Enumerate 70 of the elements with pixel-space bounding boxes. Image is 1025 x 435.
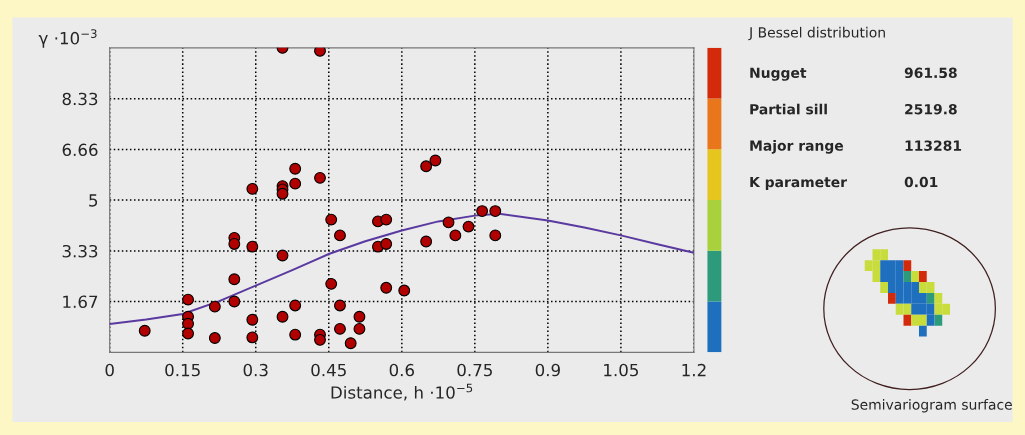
point xyxy=(380,281,393,294)
point xyxy=(380,238,393,250)
point xyxy=(334,299,346,312)
point xyxy=(344,337,357,350)
point xyxy=(208,300,221,313)
y-tick-label: 8.33 xyxy=(62,92,98,106)
point xyxy=(462,220,475,233)
x-tick-label: 1.2 xyxy=(682,363,706,377)
text: Partial sill xyxy=(750,103,827,115)
point xyxy=(314,333,326,346)
x-tick-label: 1.05 xyxy=(604,363,638,377)
point xyxy=(228,295,241,308)
x-tick-label: 0 xyxy=(105,363,114,377)
point xyxy=(246,182,259,195)
x-tick-label: 0.75 xyxy=(457,363,492,377)
text: K parameter xyxy=(750,176,847,190)
point xyxy=(489,205,502,217)
point xyxy=(380,213,393,226)
point xyxy=(182,293,194,306)
point xyxy=(325,213,338,226)
text: Nugget xyxy=(750,67,807,81)
point xyxy=(449,229,462,242)
point xyxy=(334,229,346,242)
point xyxy=(246,313,259,326)
point xyxy=(276,249,289,262)
x-tick-label: 0.3 xyxy=(243,363,268,377)
point xyxy=(246,240,259,253)
y-tick-label: 6.66 xyxy=(62,143,98,157)
point xyxy=(429,154,442,167)
text: 0.01 xyxy=(904,176,938,188)
point xyxy=(398,284,411,297)
text: 113281 xyxy=(905,140,962,151)
point xyxy=(289,162,302,175)
point xyxy=(246,331,259,344)
point xyxy=(228,273,241,286)
x-tick-label: 0.9 xyxy=(535,363,560,377)
point xyxy=(289,299,302,312)
point xyxy=(182,317,194,330)
x-axis-title: Distance, h ·10$^{−5}$ xyxy=(331,383,473,401)
point xyxy=(420,160,433,173)
point xyxy=(442,216,455,229)
text: Semivariogram surface xyxy=(851,399,1012,413)
point xyxy=(138,324,151,337)
y-tick-label: 1.67 xyxy=(63,295,98,309)
point xyxy=(276,310,289,323)
point xyxy=(489,229,502,242)
point xyxy=(353,310,366,323)
point xyxy=(314,47,326,57)
x-tick-label: 0.45 xyxy=(311,363,346,377)
y-tick-label: 3.33 xyxy=(62,244,98,258)
point xyxy=(334,322,346,335)
y-tick-label: 5 xyxy=(89,194,98,207)
point xyxy=(228,238,241,250)
text: 2519.8 xyxy=(905,103,957,115)
point xyxy=(314,171,326,184)
point xyxy=(289,177,302,190)
point xyxy=(182,327,194,340)
y-axis-title: γ ·10$^{−3}$ xyxy=(38,29,97,48)
point xyxy=(353,322,366,335)
point xyxy=(289,328,302,341)
point xyxy=(325,277,338,290)
point xyxy=(208,332,221,344)
point xyxy=(476,205,489,217)
x-tick-label: 0.6 xyxy=(389,363,414,377)
text: 961.58 xyxy=(904,67,957,79)
x-tick-label: 0.15 xyxy=(165,363,200,377)
text: Major range xyxy=(750,140,844,154)
point xyxy=(276,187,289,200)
point xyxy=(420,235,433,248)
text: J Bessel distribution xyxy=(748,26,885,41)
